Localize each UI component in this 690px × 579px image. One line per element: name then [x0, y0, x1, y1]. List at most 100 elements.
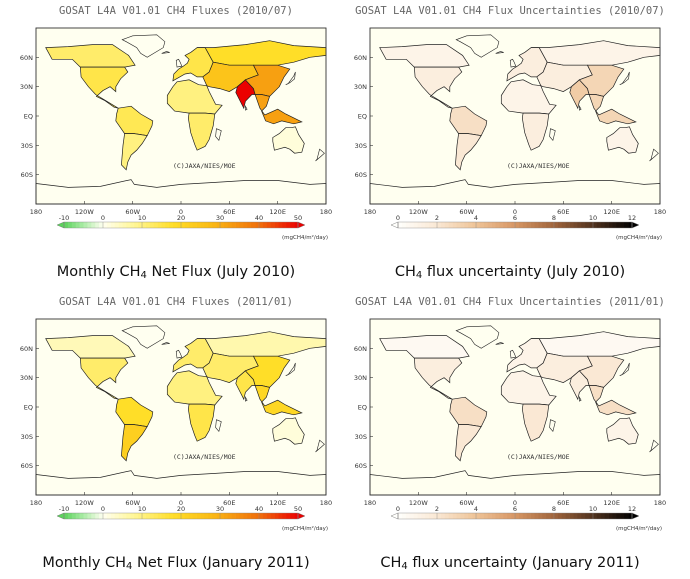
- colorbar-segment: [294, 513, 299, 519]
- region-sa-temperate: [455, 424, 482, 462]
- colorbar-segment: [75, 513, 80, 519]
- region-europe: [506, 338, 548, 373]
- lon-label: 120E: [269, 208, 286, 216]
- colorbar-tick-label: 30: [216, 214, 224, 222]
- colorbar-segment: [282, 513, 287, 519]
- colorbar-tick-label: 20: [177, 505, 185, 513]
- region-australia: [606, 126, 639, 154]
- colorbar-segment: [538, 513, 543, 519]
- lon-label: 180: [320, 208, 332, 216]
- colorbar-max-arrow: [631, 512, 640, 520]
- colorbar-unit: (mgCH4/m²/day): [282, 234, 328, 241]
- land-outline: [509, 58, 517, 68]
- colorbar-segment: [503, 222, 508, 228]
- colorbar-segment: [235, 222, 240, 228]
- colorbar-segment: [398, 513, 403, 519]
- colorbar-segment: [472, 513, 477, 519]
- colorbar-segment: [64, 222, 69, 228]
- colorbar-segment: [255, 513, 260, 519]
- colorbar-segment: [468, 513, 473, 519]
- colorbar-segment: [118, 513, 123, 519]
- colorbar-segment: [286, 513, 291, 519]
- colorbar-segment: [616, 222, 621, 228]
- colorbar-segment: [522, 222, 527, 228]
- colorbar-segment: [612, 222, 617, 228]
- colorbar-segment: [161, 222, 166, 228]
- colorbar-segment: [608, 222, 613, 228]
- colorbar-segment: [569, 513, 574, 519]
- colorbar-segment: [223, 513, 229, 519]
- colorbar-segment: [483, 222, 488, 228]
- colorbar-segment: [628, 513, 633, 519]
- region-n-africa: [166, 79, 223, 115]
- colorbar-tick-label: 10: [589, 214, 597, 222]
- region-sa-temperate: [121, 133, 148, 171]
- colorbar-segment: [515, 222, 520, 228]
- colorbar-max-arrow: [631, 221, 640, 229]
- colorbar-segment: [79, 222, 84, 228]
- colorbar-segment: [270, 222, 275, 228]
- colorbar-segment: [216, 513, 221, 519]
- land-outline: [649, 439, 659, 453]
- colorbar-segment: [274, 222, 279, 228]
- colorbar-segment: [557, 513, 563, 519]
- colorbar-segment: [153, 513, 158, 519]
- colorbar-segment: [585, 513, 590, 519]
- colorbar-segment: [165, 513, 170, 519]
- colorbar-segment: [83, 513, 88, 519]
- colorbar-segment: [604, 513, 609, 519]
- lon-label: 60E: [223, 208, 235, 216]
- colorbar-segment: [142, 222, 147, 228]
- colorbar-tick-label: 50: [294, 214, 302, 222]
- region-na-boreal: [379, 44, 470, 68]
- colorbar-segment: [546, 513, 551, 519]
- land-outline: [285, 71, 296, 85]
- colorbar-segment: [433, 513, 438, 519]
- lon-label: 180: [364, 499, 376, 507]
- region-trop-asia: [588, 385, 637, 416]
- colorbar-segment: [483, 513, 488, 519]
- region-n-africa: [500, 79, 557, 115]
- lat-label: 30N: [20, 374, 33, 382]
- colorbar-segment: [99, 513, 104, 519]
- lat-label: 60S: [355, 462, 367, 470]
- region-na-temperate: [79, 357, 129, 400]
- lon-label: 120W: [75, 208, 94, 216]
- panel-uncertainty-2011-01: GOSAT L4A V01.01 CH4 Flux Uncertainties …: [340, 291, 680, 572]
- lat-label: 30N: [354, 83, 367, 91]
- colorbar-segment: [196, 222, 201, 228]
- colorbar-segment: [204, 513, 209, 519]
- region-sa-temperate: [121, 424, 148, 462]
- map-title: GOSAT L4A V01.01 CH4 Flux Uncertainties …: [355, 296, 665, 308]
- colorbar-unit: (mgCH4/m²/day): [616, 234, 662, 241]
- land-outline: [495, 51, 504, 54]
- region-australia: [272, 417, 305, 445]
- caption: CH4 flux uncertainty (January 2011): [380, 555, 640, 572]
- colorbar-segment: [142, 513, 147, 519]
- lat-label: EQ: [24, 113, 33, 121]
- colorbar-segment: [192, 513, 197, 519]
- colorbar-segment: [282, 222, 287, 228]
- lon-label: 60W: [459, 208, 474, 216]
- colorbar-segment: [452, 222, 457, 228]
- lon-label: 180: [654, 499, 666, 507]
- colorbar-segment: [612, 513, 617, 519]
- colorbar-segment: [472, 222, 477, 228]
- colorbar-segment: [565, 513, 570, 519]
- copyright-text: (C)JAXA/NIES/MOE: [173, 453, 236, 461]
- region-na-temperate: [413, 357, 463, 400]
- map-title: GOSAT L4A V01.01 CH4 Flux Uncertainties …: [355, 5, 665, 17]
- colorbar-segment: [149, 513, 154, 519]
- land-outline: [161, 51, 170, 54]
- colorbar-segment: [596, 513, 602, 519]
- colorbar-segment: [604, 222, 609, 228]
- colorbar-segment: [99, 222, 104, 228]
- colorbar-segment: [83, 222, 88, 228]
- colorbar-segment: [429, 513, 434, 519]
- colorbar-segment: [577, 222, 582, 228]
- world-map-uncertainty-2011-01: (C)JAXA/NIES/MOE 60N 30N EQ 30S 60S 180 120W 60W…: [354, 318, 666, 532]
- colorbar-segment: [157, 513, 162, 519]
- colorbar-segment: [184, 513, 190, 519]
- colorbar-segment: [266, 513, 271, 519]
- lon-label: 60E: [223, 499, 235, 507]
